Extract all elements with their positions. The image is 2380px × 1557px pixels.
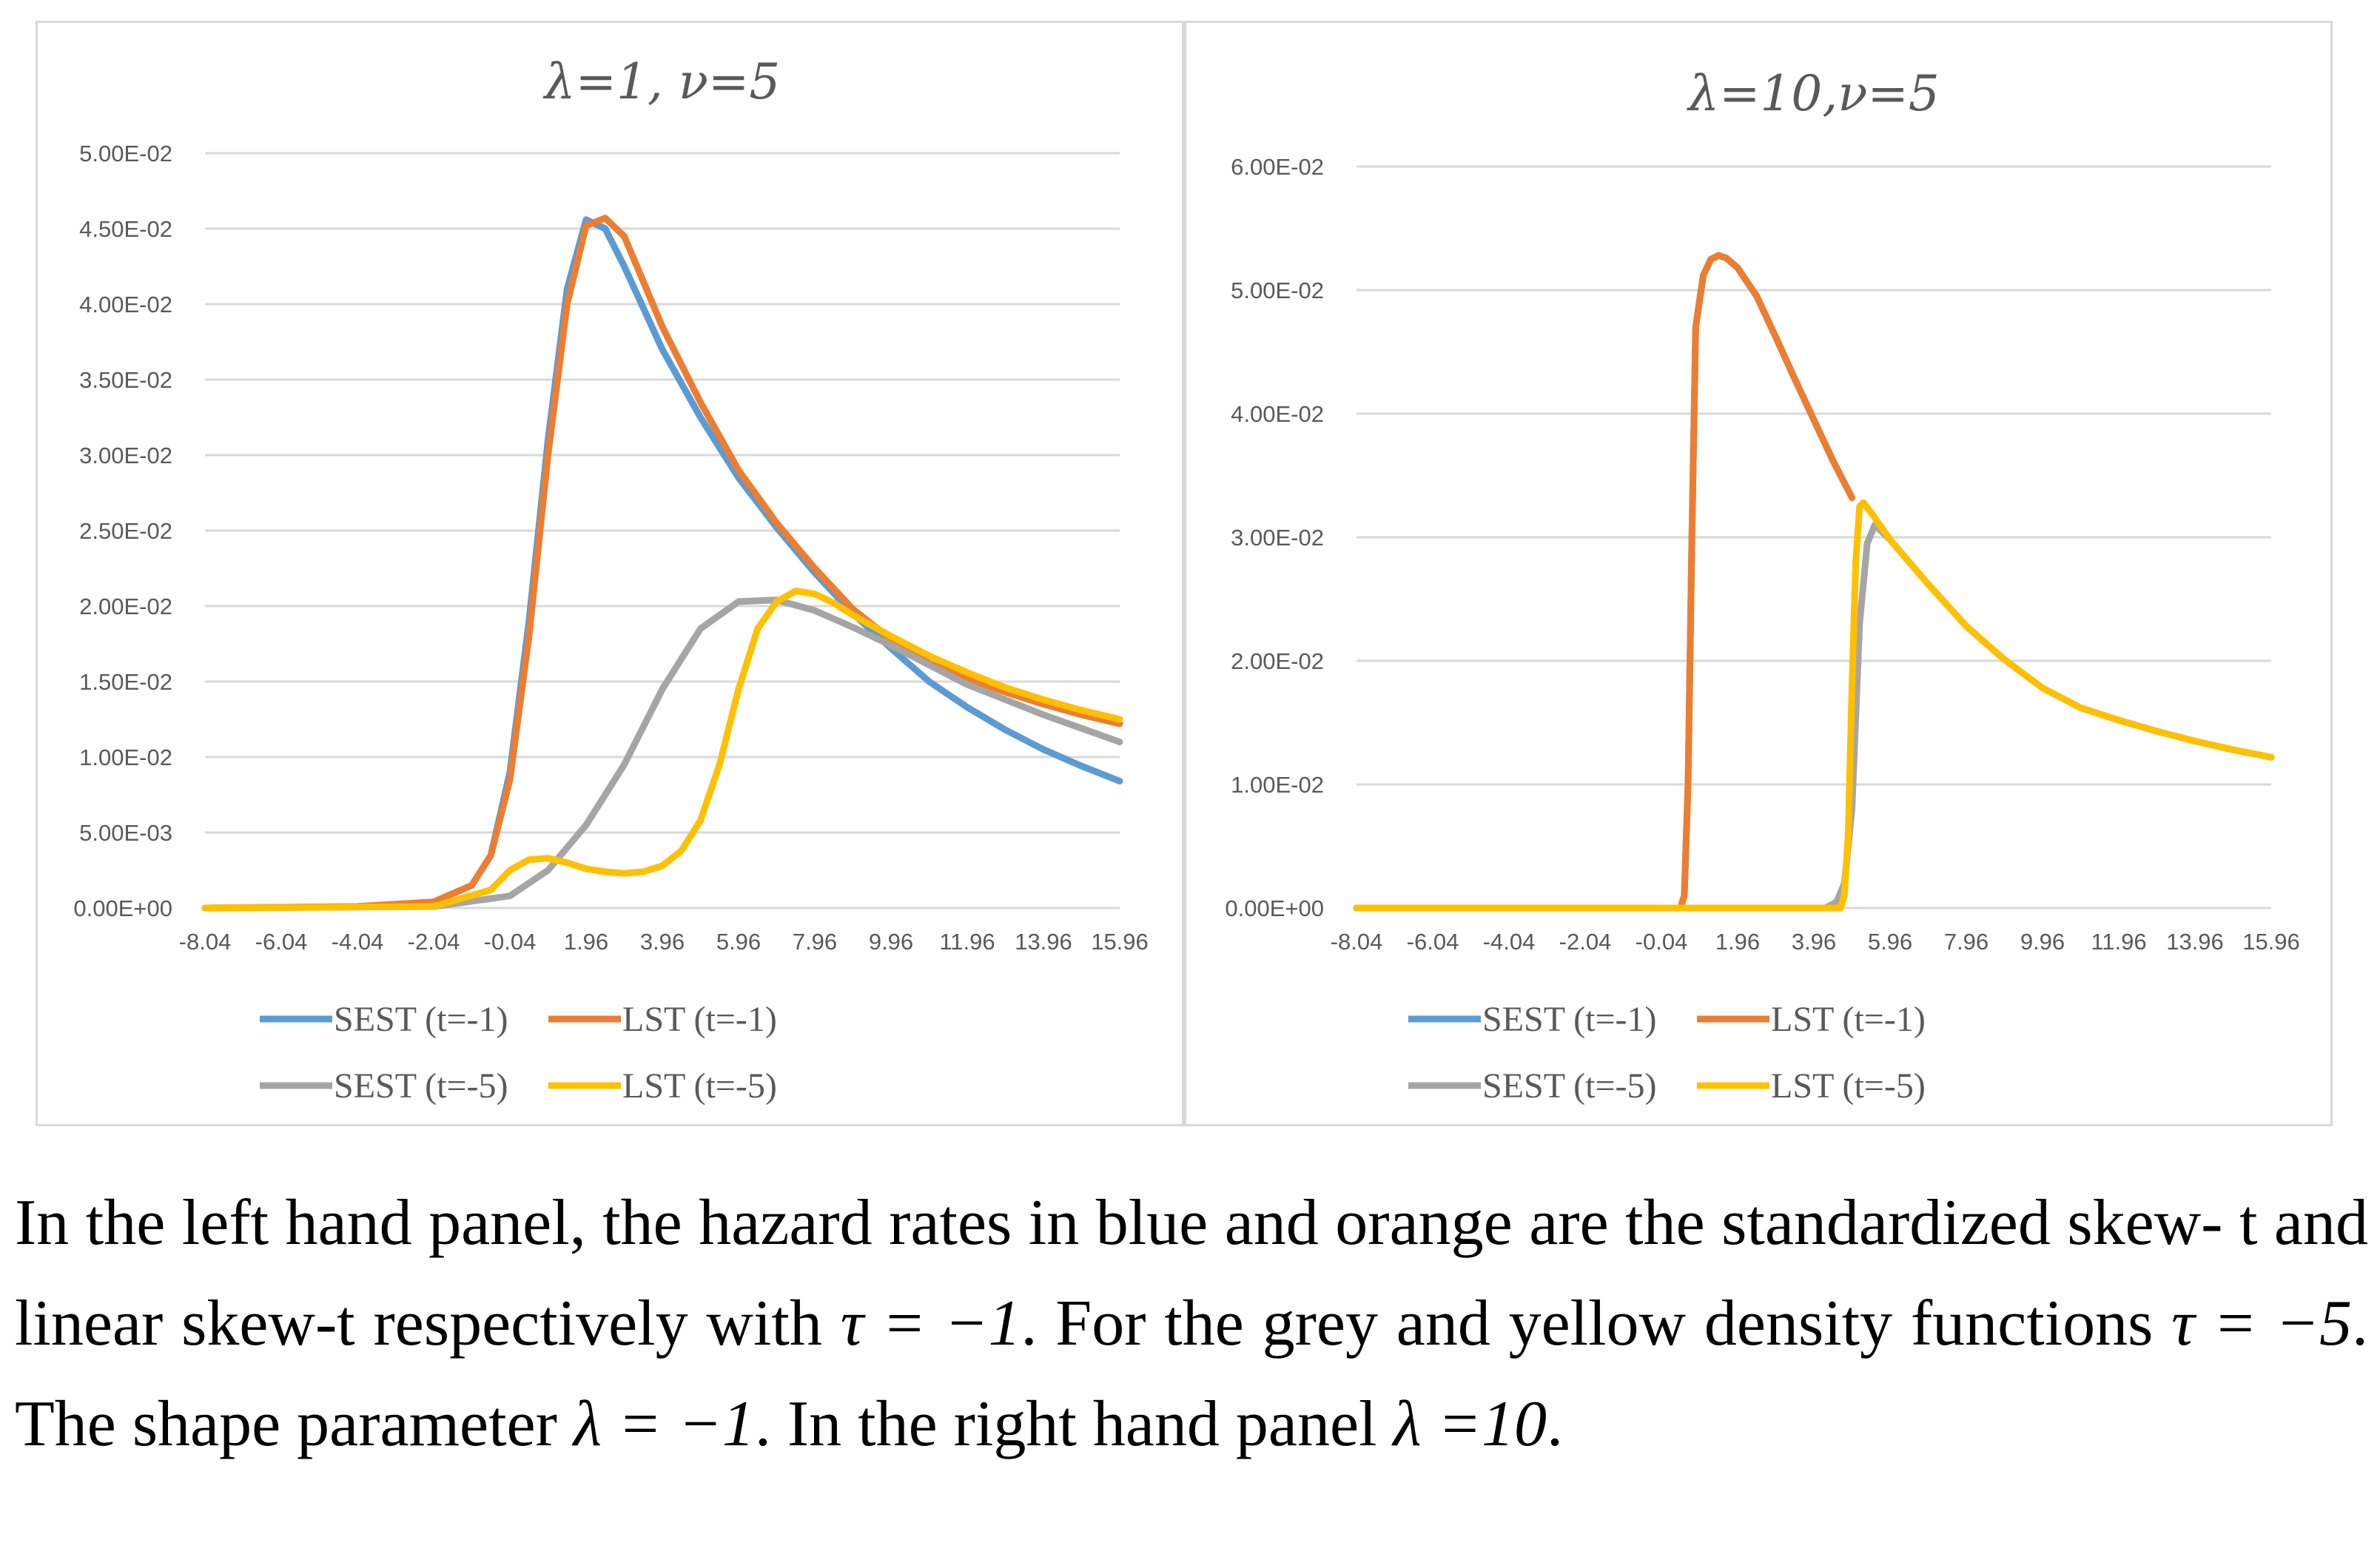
- caption-text-1: In the left hand panel, the hazard rates…: [15, 1187, 2368, 1359]
- left-legend-label-lst-t-1: LST (t=-1): [622, 1000, 777, 1039]
- right-series-line-lst-t-5: [1353, 499, 2275, 912]
- right-x-tick-label: 11.96: [2091, 929, 2146, 955]
- caption-text-5: .: [1546, 1388, 1563, 1460]
- right-y-tick-label: 3.00E-02: [1231, 525, 1324, 551]
- left-chart-panel: λ=1, ν=5 0.00E+00 5.00E-03 1.00E-02 1.50E-02…: [36, 21, 1184, 1126]
- right-series-line-sest-t-5: [1353, 521, 2275, 912]
- left-x-tick-label: -0.04: [484, 929, 537, 955]
- right-x-tick-label: -0.04: [1636, 929, 1688, 955]
- left-x-tick-label: -8.04: [179, 929, 232, 955]
- caption-text-4: . In the right hand panel: [754, 1388, 1394, 1460]
- left-y-tick-label: 3.50E-02: [79, 367, 172, 393]
- right-x-tick-label: 7.96: [1944, 929, 1989, 955]
- right-x-tick-label: -4.04: [1483, 929, 1536, 955]
- right-legend-label-lst-t-5: LST (t=-5): [1771, 1066, 1926, 1106]
- caption-math-tau-1: τ = −1: [840, 1288, 1021, 1359]
- right-x-tick-label: -2.04: [1559, 929, 1612, 955]
- right-x-tick-label: 3.96: [1792, 929, 1836, 955]
- left-x-tick-label: 5.96: [716, 929, 761, 955]
- left-chart-svg: λ=1, ν=5 0.00E+00 5.00E-03 1.00E-02 1.50E-02…: [73, 53, 1149, 1106]
- left-x-tick-label: -6.04: [255, 929, 308, 955]
- left-y-tick-label: 0.00E+00: [73, 895, 172, 921]
- left-x-tick-label: 13.96: [1015, 929, 1072, 955]
- right-y-tick-label: 6.00E-02: [1231, 154, 1324, 180]
- right-y-tick-label: 4.00E-02: [1231, 401, 1324, 427]
- left-x-tick-label: 7.96: [793, 929, 837, 955]
- left-y-tick-label: 4.50E-02: [79, 216, 172, 242]
- right-y-tick-label: 2.00E-02: [1231, 648, 1324, 674]
- caption-math-tau-5: τ = −5: [2171, 1288, 2353, 1359]
- left-y-tick-label: 2.00E-02: [79, 593, 172, 619]
- right-x-tick-label: -6.04: [1407, 929, 1459, 955]
- right-chart-title: λ=10,ν=5: [1686, 65, 1940, 122]
- left-legend-label-sest-t-5: SEST (t=-5): [334, 1066, 508, 1106]
- left-legend-label-lst-t-5: LST (t=-5): [622, 1066, 777, 1106]
- right-x-tick-label: 9.96: [2020, 929, 2065, 955]
- right-x-tick-label: 5.96: [1868, 929, 1912, 955]
- left-x-tick-label: -2.04: [408, 929, 460, 955]
- right-chart-svg: λ=10,ν=5 0.00E+00 1.00E-02 2.00E-02 3.00E-02…: [1225, 65, 2300, 1106]
- left-series-line-lst-t-5: [201, 588, 1123, 912]
- left-legend-label-sest-t-1: SEST (t=-1): [334, 1000, 508, 1039]
- right-legend-label-lst-t-1: LST (t=-1): [1771, 1000, 1926, 1039]
- right-y-tick-label: 5.00E-02: [1231, 278, 1324, 303]
- left-y-tick-label: 4.00E-02: [79, 292, 172, 317]
- left-y-tick-label: 5.00E-03: [79, 820, 172, 846]
- right-legend-label-sest-t-5: SEST (t=-5): [1482, 1066, 1657, 1106]
- left-y-tick-label: 1.50E-02: [79, 669, 172, 695]
- caption-text-2: . For the grey and yellow density functi…: [1021, 1288, 2172, 1359]
- right-x-tick-label: -8.04: [1331, 929, 1383, 955]
- left-x-tick-label: 1.96: [564, 929, 608, 955]
- right-y-tick-label: 0.00E+00: [1225, 895, 1324, 921]
- right-x-tick-label: 1.96: [1715, 929, 1760, 955]
- left-x-tick-label: 11.96: [939, 929, 995, 955]
- right-legend-label-sest-t-1: SEST (t=-1): [1482, 1000, 1657, 1039]
- right-chart-panel: λ=10,ν=5 0.00E+00 1.00E-02 2.00E-02 3.00E-02…: [1184, 21, 2333, 1126]
- right-x-tick-label: 13.96: [2166, 929, 2224, 955]
- left-y-tick-label: 5.00E-02: [79, 141, 172, 167]
- left-x-tick-label: 9.96: [869, 929, 913, 955]
- right-series-line-lst-t-1: [1353, 252, 1855, 912]
- left-y-tick-label: 3.00E-02: [79, 443, 172, 468]
- left-x-tick-label: 3.96: [640, 929, 685, 955]
- left-x-tick-label: 15.96: [1091, 929, 1149, 955]
- caption-text-3: . The shape parameter: [15, 1288, 2369, 1460]
- left-y-tick-label: 2.50E-02: [79, 518, 172, 544]
- right-x-tick-label: 15.96: [2242, 929, 2300, 955]
- right-series-line-sest-t-1: [1353, 252, 1855, 912]
- right-y-tick-label: 1.00E-02: [1231, 772, 1324, 798]
- left-x-tick-label: -4.04: [332, 929, 384, 955]
- caption-math-lambda-10: λ =10: [1393, 1388, 1547, 1460]
- left-y-tick-label: 1.00E-02: [79, 744, 172, 770]
- figure-caption: In the left hand panel, the hazard rates…: [15, 1173, 2368, 1475]
- caption-math-lambda-1: λ = −1: [573, 1388, 755, 1460]
- left-series-line-lst-t-1: [201, 215, 1123, 912]
- left-chart-title: λ=1, ν=5: [542, 53, 781, 110]
